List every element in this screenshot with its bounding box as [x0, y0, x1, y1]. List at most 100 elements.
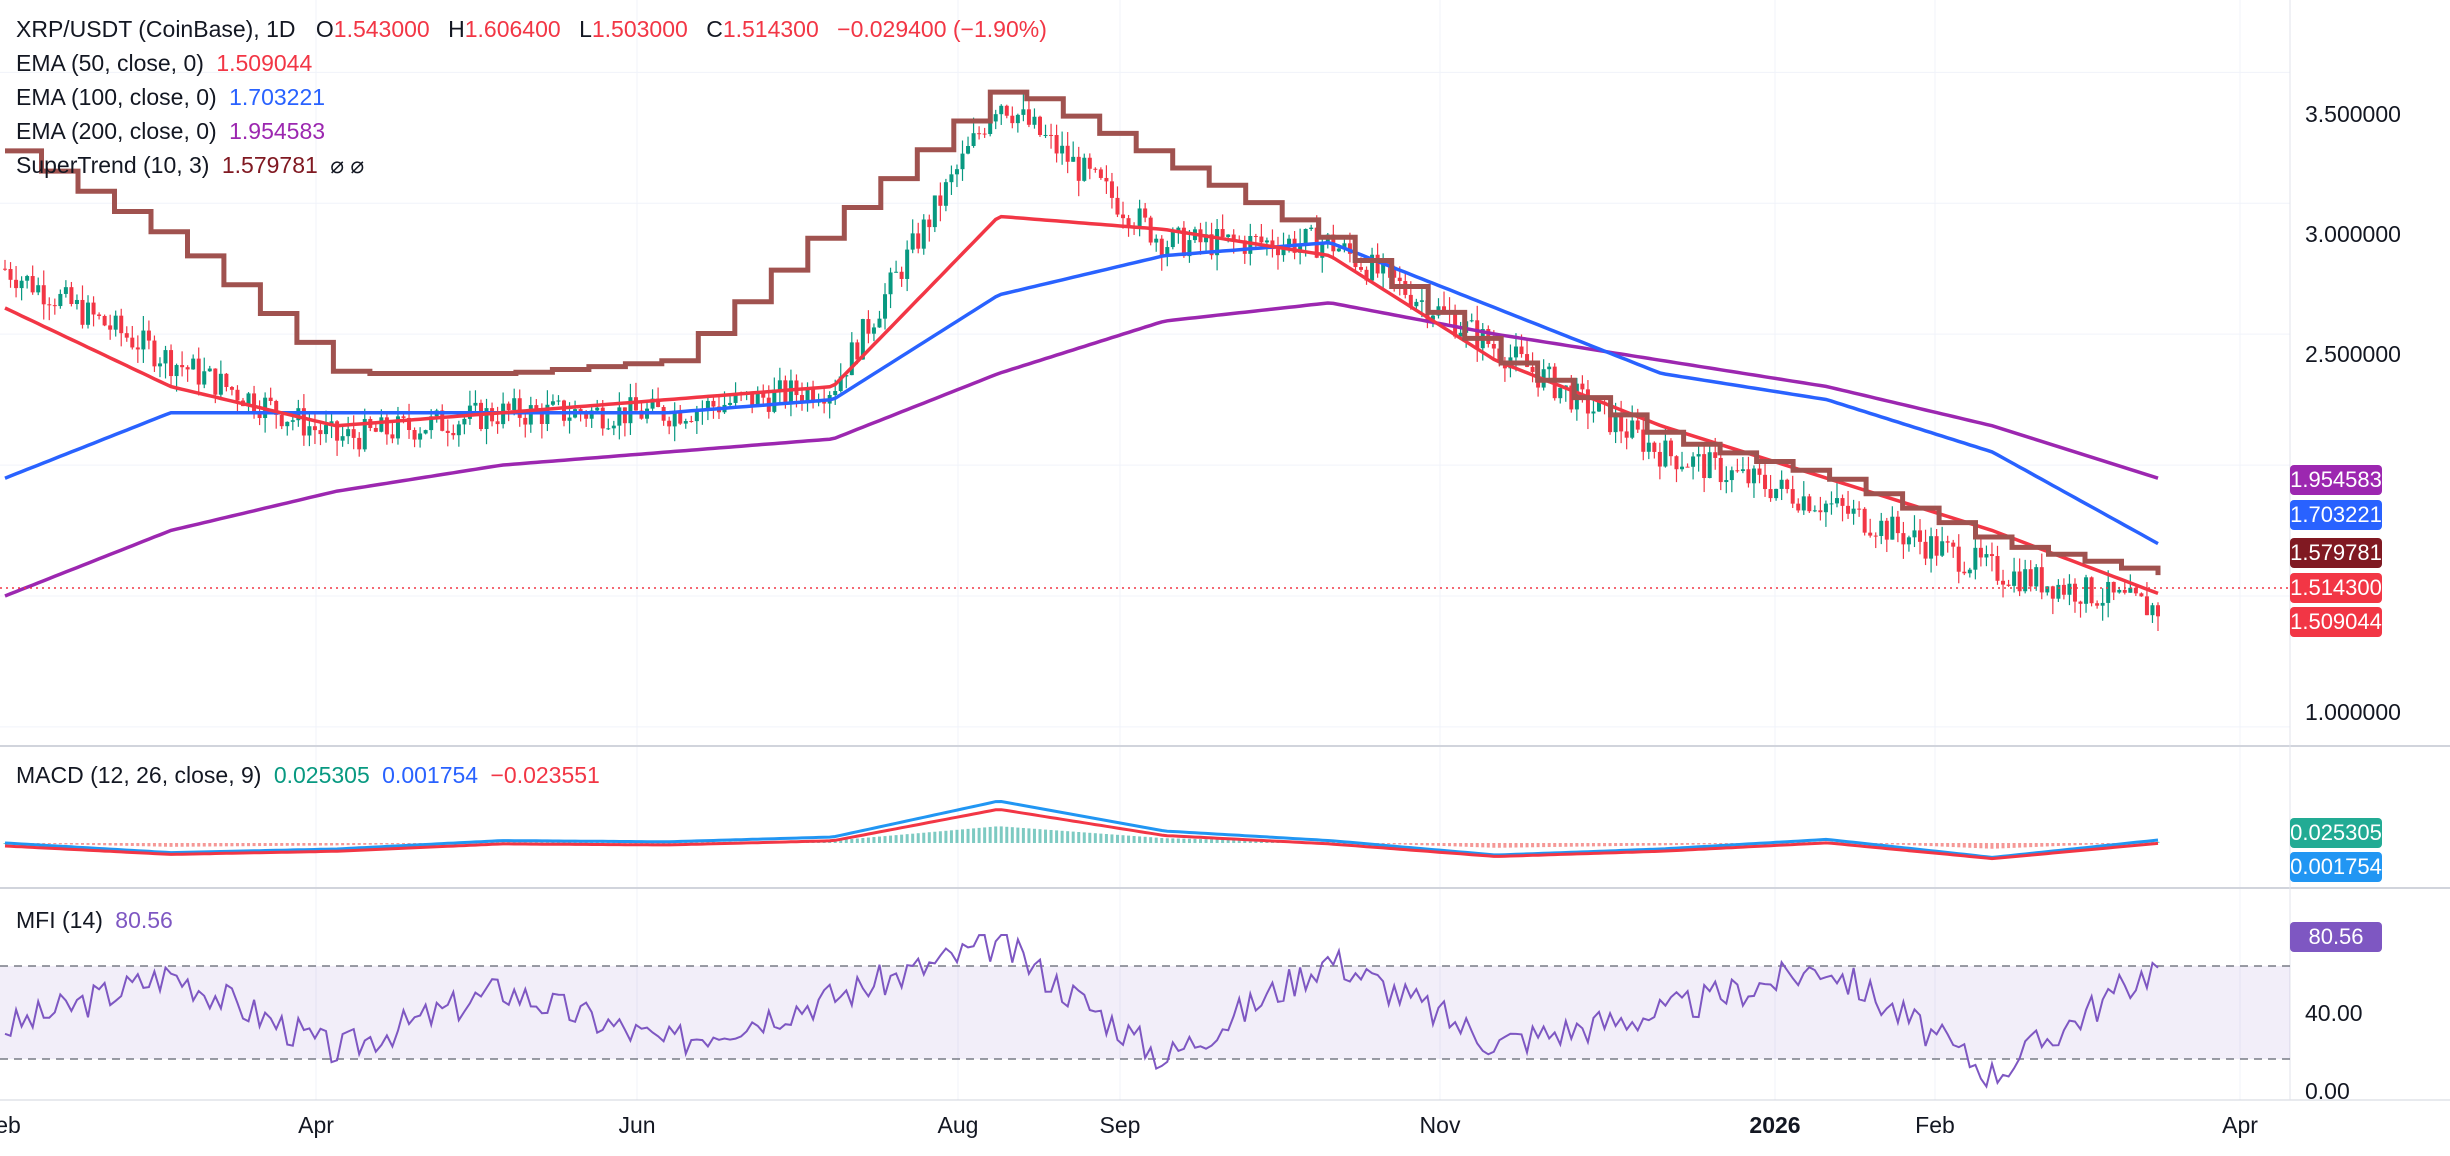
candle-body [2144, 596, 2149, 616]
candle-body [224, 373, 229, 388]
macd-histogram-bar [1066, 831, 1070, 843]
candle-body [440, 410, 445, 431]
candle-body [1458, 332, 1463, 337]
ema100-price-label: 1.703221 [2290, 500, 2382, 530]
candle-body [1945, 541, 1950, 543]
ema100-legend[interactable]: EMA (100, close, 0) 1.703221 [16, 84, 326, 110]
macd-histogram-bar [689, 842, 693, 844]
macd-histogram-bar [1885, 843, 1889, 845]
macd-legend[interactable]: MACD (12, 26, close, 9) 0.025305 0.00175… [16, 762, 600, 788]
supertrend-price-label: 1.579781 [2290, 538, 2382, 568]
candle-body [30, 276, 35, 293]
macd-histogram-bar [1088, 832, 1092, 843]
macd-histogram-bar [1215, 839, 1219, 843]
candle-body [202, 371, 207, 385]
macd-histogram-bar [1005, 826, 1009, 843]
macd-histogram-bar [1414, 843, 1418, 846]
candle-body [1336, 248, 1341, 252]
candle-body [174, 365, 179, 377]
candle-body [1652, 442, 1657, 452]
candle-body [218, 373, 223, 395]
ema200-line [4, 301, 2159, 598]
candle-body [1630, 420, 1635, 438]
macd-histogram-bar [866, 837, 870, 843]
macd-histogram-bar [302, 843, 306, 846]
candle-body [36, 285, 41, 293]
candle-body [395, 416, 400, 439]
macd-histogram-bar [1575, 843, 1579, 847]
macd-histogram-bar [186, 843, 190, 847]
macd-histogram-bar [1542, 843, 1546, 848]
candle-body [622, 407, 627, 424]
macd-histogram-bar [1525, 843, 1529, 848]
ema200-legend[interactable]: EMA (200, close, 0) 1.954583 [16, 118, 326, 144]
macd-histogram-bar [2156, 841, 2160, 843]
candle-body [1037, 116, 1042, 135]
candle-body [1823, 503, 1828, 513]
candle-body [650, 398, 655, 409]
macd-histogram-bar [1691, 843, 1695, 845]
macd-histogram-bar [1232, 839, 1236, 843]
ema50-legend[interactable]: EMA (50, close, 0) 1.509044 [16, 50, 313, 76]
candle-body [1779, 479, 1784, 489]
candle-body [1818, 510, 1823, 513]
candle-body [772, 389, 777, 412]
candle-body [971, 133, 976, 146]
time-tick: Apr [2222, 1112, 2258, 1138]
symbol-legend: XRP/USDT (CoinBase), 1D O1.543000 H1.606… [16, 16, 1047, 42]
macd-histogram-bar [1448, 843, 1452, 847]
supertrend-legend[interactable]: SuperTrend (10, 3) 1.579781 ⌀ ⌀ [16, 152, 365, 178]
macd-histogram-bar [1055, 830, 1059, 843]
candle-body [1049, 134, 1054, 136]
macd-histogram-bar [1591, 843, 1595, 847]
candle-body [423, 430, 428, 434]
candle-body [429, 416, 434, 431]
supertrend-extra: ⌀ ⌀ [330, 152, 365, 178]
macd-histogram-bar [1520, 843, 1524, 848]
candle-body [169, 350, 174, 377]
candle-body [2056, 584, 2061, 599]
macd-histogram-bar [977, 827, 981, 843]
candle-body [683, 421, 688, 424]
candle-body [1596, 401, 1601, 412]
macd-histogram-bar [1564, 843, 1568, 847]
candle-body [2089, 577, 2094, 604]
macd-histogram-bar [1171, 838, 1175, 843]
candle-body [855, 342, 860, 360]
candle-body [2117, 589, 2122, 593]
macd-histogram-bar [219, 843, 223, 847]
candle-body [2156, 605, 2160, 617]
candle-body [1525, 354, 1530, 367]
candle-body [1115, 197, 1120, 215]
candle-body [1685, 466, 1690, 468]
candle-body [799, 395, 804, 402]
candle-body [290, 420, 295, 422]
macd-histogram-bar [285, 843, 289, 846]
macd-histogram-bar [883, 836, 887, 843]
candle-body [346, 429, 351, 437]
macd-histogram-bar [584, 842, 588, 844]
candle-body [1989, 554, 1994, 557]
candle-body [312, 426, 317, 431]
macd-histogram-bar [1619, 843, 1623, 846]
candle-body [14, 279, 19, 289]
macd-histogram-bar [1165, 838, 1169, 843]
candle-body [1054, 135, 1059, 154]
candle-body [1635, 420, 1640, 430]
macd-histogram-bar [927, 832, 931, 843]
candle-body [811, 387, 816, 403]
macd-histogram-bar [379, 843, 383, 845]
macd-histogram-bar [1896, 843, 1900, 845]
macd-histogram-bar [1331, 842, 1335, 844]
candle-body [932, 195, 937, 228]
mfi-legend[interactable]: MFI (14) 80.56 [16, 907, 173, 933]
macd-histogram-bar [241, 843, 245, 847]
candle-body [1923, 541, 1928, 559]
macd-histogram-bar [1514, 843, 1518, 848]
candle-body [2050, 586, 2055, 599]
macd-histogram-bar [47, 843, 51, 845]
candle-body [318, 430, 323, 435]
price-tick: 2.500000 [2305, 341, 2401, 367]
candle-body [274, 400, 279, 415]
